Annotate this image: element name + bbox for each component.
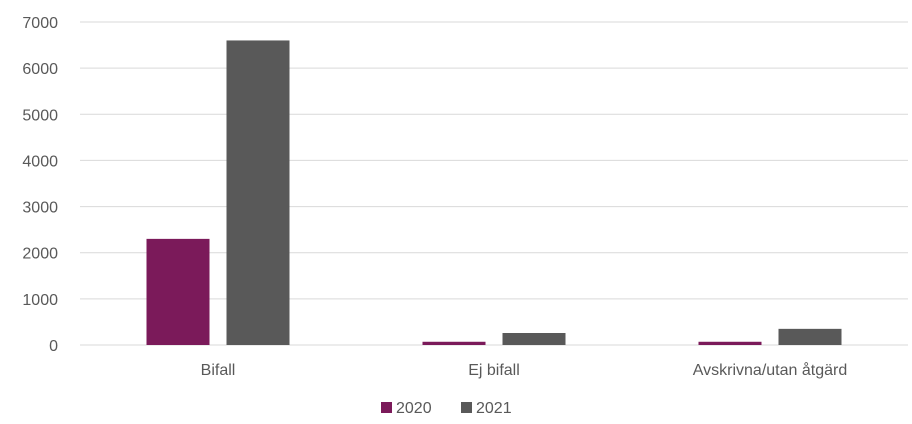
bar-2021-1 [226, 40, 290, 345]
y-tick-label: 1000 [22, 292, 58, 309]
bar-2020-1 [146, 238, 210, 345]
x-tick-label: Bifall [201, 362, 236, 379]
bar-2020-2 [422, 341, 486, 345]
bar-2021-2 [502, 333, 566, 345]
legend-item-2021: 2021 [461, 400, 512, 417]
x-axis: Bifall Ej bifall Avskrivna/utan åtgärd [201, 361, 848, 379]
legend-item-2020: 2020 [381, 400, 432, 417]
y-tick-label: 0 [49, 338, 58, 355]
legend-label: 2020 [396, 400, 432, 417]
y-axis: 0 1000 2000 3000 4000 5000 6000 7000 [22, 15, 58, 355]
y-tick-label: 3000 [22, 200, 58, 217]
gridlines [80, 21, 908, 346]
bar-2020-3 [698, 341, 762, 345]
y-tick-label: 4000 [22, 153, 58, 170]
x-tick-label: Ej bifall [468, 362, 520, 379]
legend-swatch [381, 402, 392, 413]
legend-swatch [461, 402, 472, 413]
x-tick-label: Avskrivna/utan åtgärd [693, 361, 847, 379]
legend-label: 2021 [476, 400, 512, 417]
bars [146, 40, 842, 345]
y-tick-label: 2000 [22, 246, 58, 263]
y-tick-label: 5000 [22, 107, 58, 124]
bar-2021-3 [778, 328, 842, 345]
legend: 2020 2021 [381, 400, 512, 417]
y-tick-label: 6000 [22, 61, 58, 78]
y-tick-label: 7000 [22, 15, 58, 32]
